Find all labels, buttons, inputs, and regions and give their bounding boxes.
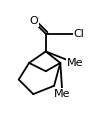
Text: Me: Me (54, 89, 71, 99)
Text: O: O (29, 16, 38, 26)
Text: Cl: Cl (74, 29, 84, 39)
Text: Me: Me (67, 58, 83, 68)
